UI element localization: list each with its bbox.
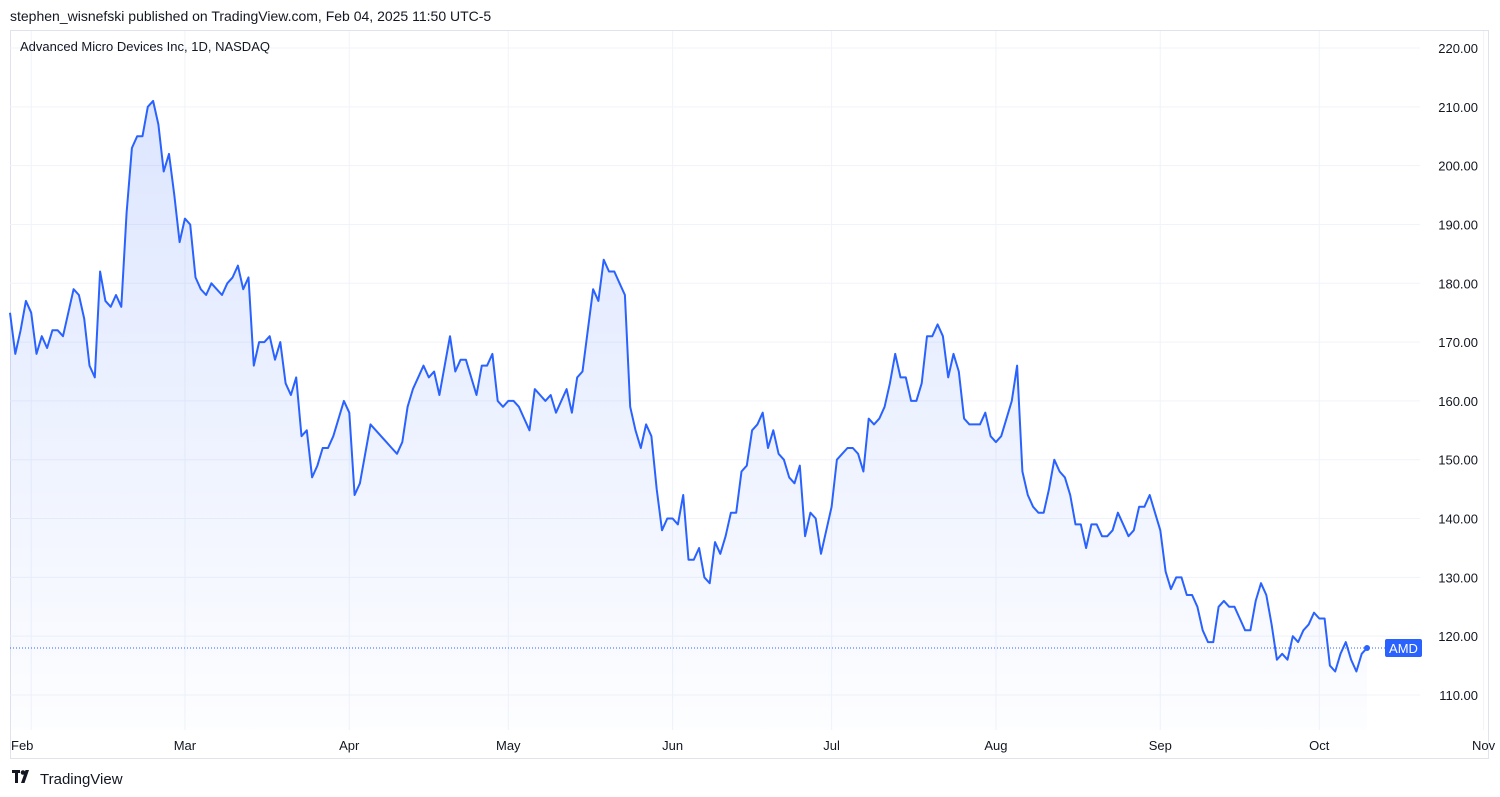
y-tick-label: 180.00 [1438, 276, 1478, 291]
y-tick-label: 210.00 [1438, 100, 1478, 115]
chart-title: Advanced Micro Devices Inc, 1D, NASDAQ [20, 39, 270, 54]
last-price-dot [1364, 644, 1370, 651]
series-layer [9, 99, 1385, 730]
x-tick-label: Apr [339, 738, 360, 753]
x-tick-label: Jun [662, 738, 683, 753]
last-price-badge: AMD [1385, 638, 1422, 657]
x-tick-label: Mar [174, 738, 197, 753]
y-tick-label: 220.00 [1438, 41, 1478, 56]
x-tick-label: Aug [984, 738, 1007, 753]
y-tick-label: 130.00 [1438, 570, 1478, 585]
last-price-badge-bg [1385, 638, 1422, 657]
y-tick-label: 200.00 [1438, 159, 1478, 174]
y-tick-label: 140.00 [1438, 512, 1478, 527]
area-fill [10, 100, 1367, 730]
y-tick-label: 110.00 [1439, 688, 1478, 703]
x-axis[interactable]: FebMarAprMayJunJulAugSepOctNovDec2025Feb [11, 738, 1500, 753]
last-price-badge-label: AMD [1389, 641, 1418, 656]
tradingview-brand-text: TradingView [40, 771, 123, 788]
x-tick-label: Nov [1472, 738, 1496, 753]
x-tick-label: Feb [11, 738, 33, 753]
x-tick-label: Jul [823, 738, 840, 753]
y-tick-label: 170.00 [1438, 335, 1478, 350]
x-tick-label: May [496, 738, 521, 753]
y-axis[interactable]: 110.00 120.00 130.00 140.00 150.00 160.00 170.… [1385, 41, 1478, 703]
y-tick-label: 160.00 [1438, 394, 1478, 409]
y-tick-label: 190.00 [1438, 217, 1478, 232]
tradingview-logo[interactable]: TradingView [12, 770, 123, 789]
y-tick-label: 150.00 [1438, 453, 1478, 468]
x-tick-label: Sep [1149, 738, 1172, 753]
y-tick-label: 120.00 [1438, 629, 1478, 644]
publisher-header: stephen_wisnefski published on TradingVi… [10, 8, 492, 24]
tradingview-logo-icon [12, 770, 34, 789]
price-line [9, 99, 1368, 673]
x-tick-label: Oct [1309, 738, 1330, 753]
